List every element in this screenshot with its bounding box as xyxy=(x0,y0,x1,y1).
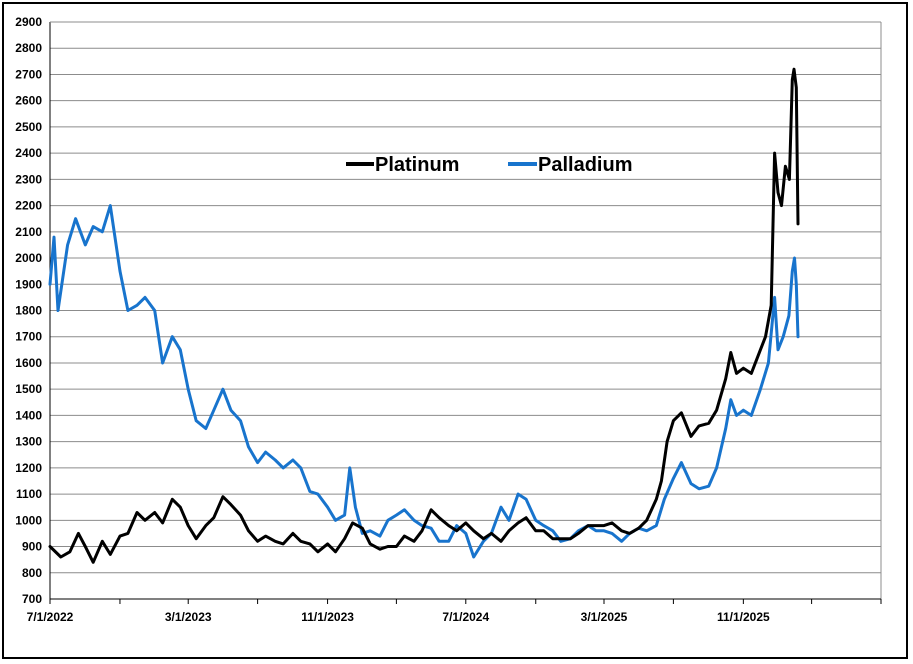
y-tick-label: 1800 xyxy=(15,304,42,318)
x-tick-label: 11/1/2023 xyxy=(301,610,354,624)
x-tick-label: 3/1/2023 xyxy=(165,610,212,624)
y-tick-label: 1300 xyxy=(15,435,42,449)
y-tick-label: 2900 xyxy=(15,15,42,29)
y-tick-label: 1100 xyxy=(16,487,42,501)
legend-label-palladium: Palladium xyxy=(538,154,632,176)
y-tick-label: 2600 xyxy=(15,94,42,108)
y-tick-label: 900 xyxy=(22,540,42,554)
y-tick-label: 1200 xyxy=(15,461,42,475)
gridlines xyxy=(50,21,881,574)
y-tick-label: 800 xyxy=(22,566,42,580)
y-tick-label: 2400 xyxy=(15,146,42,160)
x-axis-ticks: 7/1/2022 3/1/2023 11/1/2023 7/1/2024 3/1/202… xyxy=(27,610,770,624)
y-tick-label: 2000 xyxy=(15,251,42,265)
x-tick-label: 11/1/2025 xyxy=(717,610,770,624)
legend-label-platinum: Platinum xyxy=(375,154,459,176)
y-tick-label: 2500 xyxy=(15,120,42,134)
series-line-platinum xyxy=(48,67,800,564)
x-tick-label: 7/1/2024 xyxy=(442,610,489,624)
y-tick-label: 1400 xyxy=(15,408,42,422)
y-tick-label: 2800 xyxy=(15,41,42,55)
series-lines xyxy=(48,67,800,564)
y-tick-label: 1500 xyxy=(15,382,42,396)
series-line-palladium xyxy=(48,204,800,559)
x-tick-label: 7/1/2022 xyxy=(27,610,74,624)
x-tick-label: 3/1/2025 xyxy=(581,610,628,624)
legend: Platinum Palladium xyxy=(346,154,632,176)
y-tick-label: 1600 xyxy=(15,356,42,370)
y-tick-label: 1000 xyxy=(15,513,42,527)
y-tick-label: 2200 xyxy=(15,199,42,213)
y-axis-ticks: 700 800 900 1000 1100 1200 1300 1400 1500 1600 170… xyxy=(15,15,42,606)
y-tick-label: 1900 xyxy=(15,277,42,291)
y-tick-label: 2300 xyxy=(15,172,42,186)
y-tick-label: 2100 xyxy=(15,225,42,239)
y-tick-label: 700 xyxy=(22,592,42,606)
axes xyxy=(49,21,882,604)
y-tick-label: 1700 xyxy=(15,330,42,344)
y-tick-label: 2700 xyxy=(15,67,42,81)
